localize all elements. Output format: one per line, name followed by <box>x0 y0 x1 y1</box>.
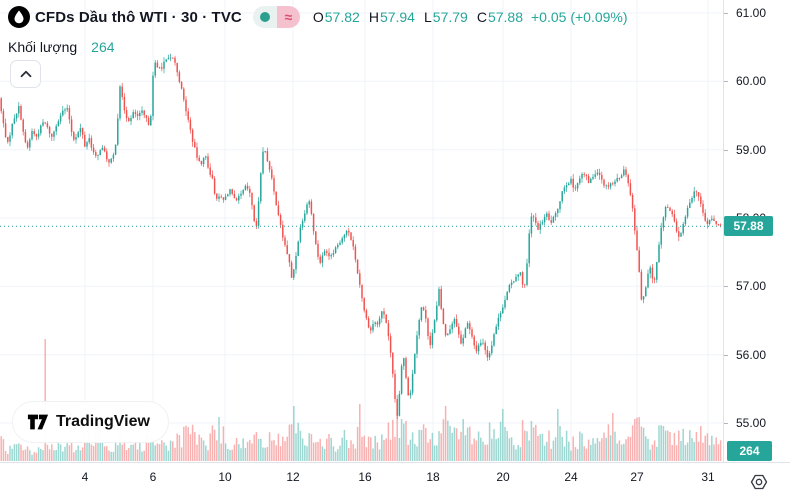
price-axis-label: 57.00 <box>736 279 767 293</box>
watermark-text: TradingView <box>56 413 150 430</box>
time-axis-label: 16 <box>358 470 372 484</box>
open-value: 57.82 <box>324 9 360 25</box>
time-axis-label: 31 <box>701 470 715 484</box>
low-value: 57.79 <box>432 9 468 25</box>
ohlc-values: O 57.82 H 57.94 L 57.79 C 57.88 +0.05 (+0.09… <box>313 9 628 25</box>
settings-icon[interactable] <box>746 469 772 495</box>
oil-drop-icon <box>8 6 30 28</box>
realtime-status-icon <box>252 6 277 28</box>
collapse-legend-button[interactable] <box>10 60 41 88</box>
price-axis-label: 55.00 <box>736 416 767 430</box>
time-axis[interactable]: 4 6 10 12 16 18 20 24 27 31 <box>0 462 790 497</box>
change-value: +0.05 (+0.09%) <box>531 9 628 25</box>
price-axis-label: 59.00 <box>736 143 767 157</box>
price-axis-label: 61.00 <box>736 6 767 20</box>
tradingview-watermark[interactable]: TradingView <box>12 401 169 443</box>
volume-label[interactable]: Khối lượng <box>8 39 78 55</box>
last-price-badge: 57.88 <box>724 216 773 236</box>
approx-data-icon: ≈ <box>276 6 300 28</box>
price-tick-mark <box>724 355 728 356</box>
time-axis-label: 4 <box>81 470 89 484</box>
price-tick-mark <box>724 13 728 14</box>
market-status-pill[interactable]: ≈ <box>252 6 300 28</box>
high-label: H <box>368 9 379 25</box>
price-axis-label: 56.00 <box>736 348 767 362</box>
time-axis-label: 20 <box>496 470 510 484</box>
time-axis-label: 6 <box>149 470 157 484</box>
price-tick-mark <box>724 423 728 424</box>
close-label: C <box>476 9 487 25</box>
chart-legend: CFDs Dầu thô WTI · 30 · TVC ≈ O 57.82 H 57… <box>8 6 628 56</box>
symbol-row: CFDs Dầu thô WTI · 30 · TVC ≈ O 57.82 H 57… <box>8 6 628 28</box>
price-axis-label: 60.00 <box>736 74 767 88</box>
symbol-title[interactable]: CFDs Dầu thô WTI · 30 · TVC <box>35 8 242 26</box>
chevron-up-icon <box>20 70 31 78</box>
price-chart-canvas[interactable] <box>0 0 723 462</box>
time-axis-label: 10 <box>218 470 232 484</box>
time-axis-label: 24 <box>564 470 578 484</box>
high-value: 57.94 <box>379 9 415 25</box>
open-label: O <box>312 9 324 25</box>
volume-value: 264 <box>91 39 115 55</box>
time-axis-label: 27 <box>630 470 644 484</box>
low-label: L <box>423 9 432 25</box>
time-axis-label: 12 <box>286 470 300 484</box>
price-tick-mark <box>724 81 728 82</box>
price-tick-mark <box>724 286 728 287</box>
price-tick-mark <box>724 150 728 151</box>
close-value: 57.88 <box>487 9 523 25</box>
volume-badge: 264 <box>727 441 772 461</box>
tradingview-logo-icon <box>27 414 49 430</box>
volume-row: Khối lượng 264 <box>8 38 628 56</box>
time-axis-label: 18 <box>426 470 440 484</box>
